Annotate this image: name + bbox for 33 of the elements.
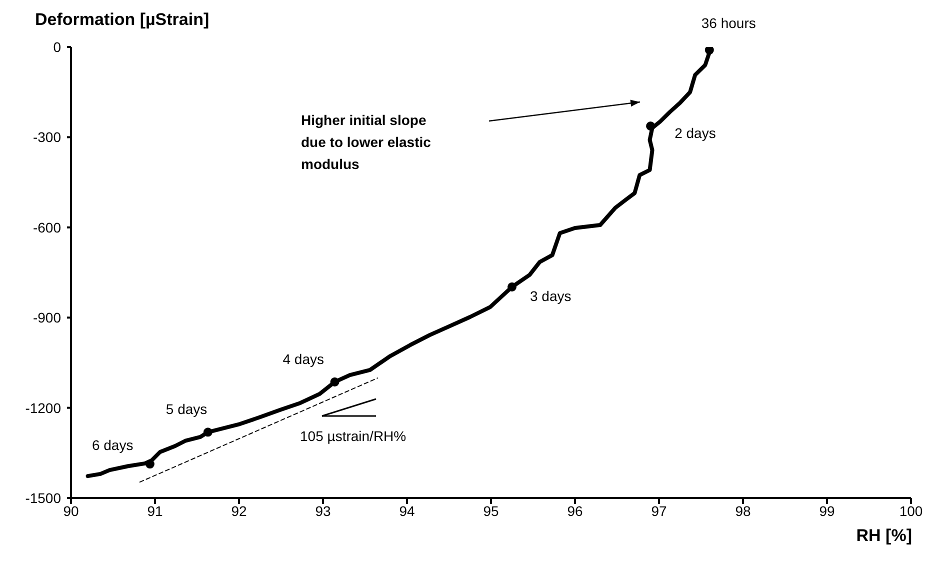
- y-tick-label: -300: [32, 129, 62, 146]
- annotation: 36 hours: [701, 15, 756, 32]
- y-tick-label: -1200: [25, 400, 62, 416]
- y-axis-title: Deformation [µStrain]: [35, 10, 210, 30]
- point: [704, 47, 714, 55]
- y-tick-label: -1500: [25, 490, 62, 506]
- x-tick-label: 90: [63, 502, 79, 519]
- x-tick-label: 99: [819, 502, 835, 519]
- annotation: Higher initial slope due to lower elastic modulus: [301, 112, 432, 172]
- point: [330, 377, 340, 386]
- y-tick-label: 0: [53, 38, 62, 55]
- annotation: 6 days: [92, 437, 134, 454]
- annotation: 105 µstrain/RH%: [300, 428, 406, 444]
- x-tick-label: 94: [399, 502, 415, 519]
- y-tick-label: -900: [32, 310, 62, 326]
- x-tick-label: 91: [147, 502, 163, 519]
- point: [507, 282, 517, 292]
- x-tick-label: 100: [899, 502, 923, 519]
- annotation: 4 days: [282, 350, 324, 367]
- x-tick-label: 97: [651, 502, 667, 519]
- point: [203, 428, 212, 437]
- point: [145, 460, 154, 469]
- annotation: 5 days: [166, 401, 208, 418]
- x-tick-label: 96: [567, 502, 583, 519]
- annotation: 3 days: [530, 288, 572, 304]
- x-tick-label: 98: [735, 502, 751, 519]
- x-tick-label: 95: [483, 502, 499, 519]
- x-axis-title: RH [%]: [856, 526, 912, 546]
- y-tick-label: -600: [32, 219, 62, 236]
- x-tick-label: 93: [315, 502, 331, 519]
- point: [646, 122, 656, 131]
- annotation: 2 days: [674, 125, 716, 142]
- x-tick-label: 92: [231, 502, 247, 519]
